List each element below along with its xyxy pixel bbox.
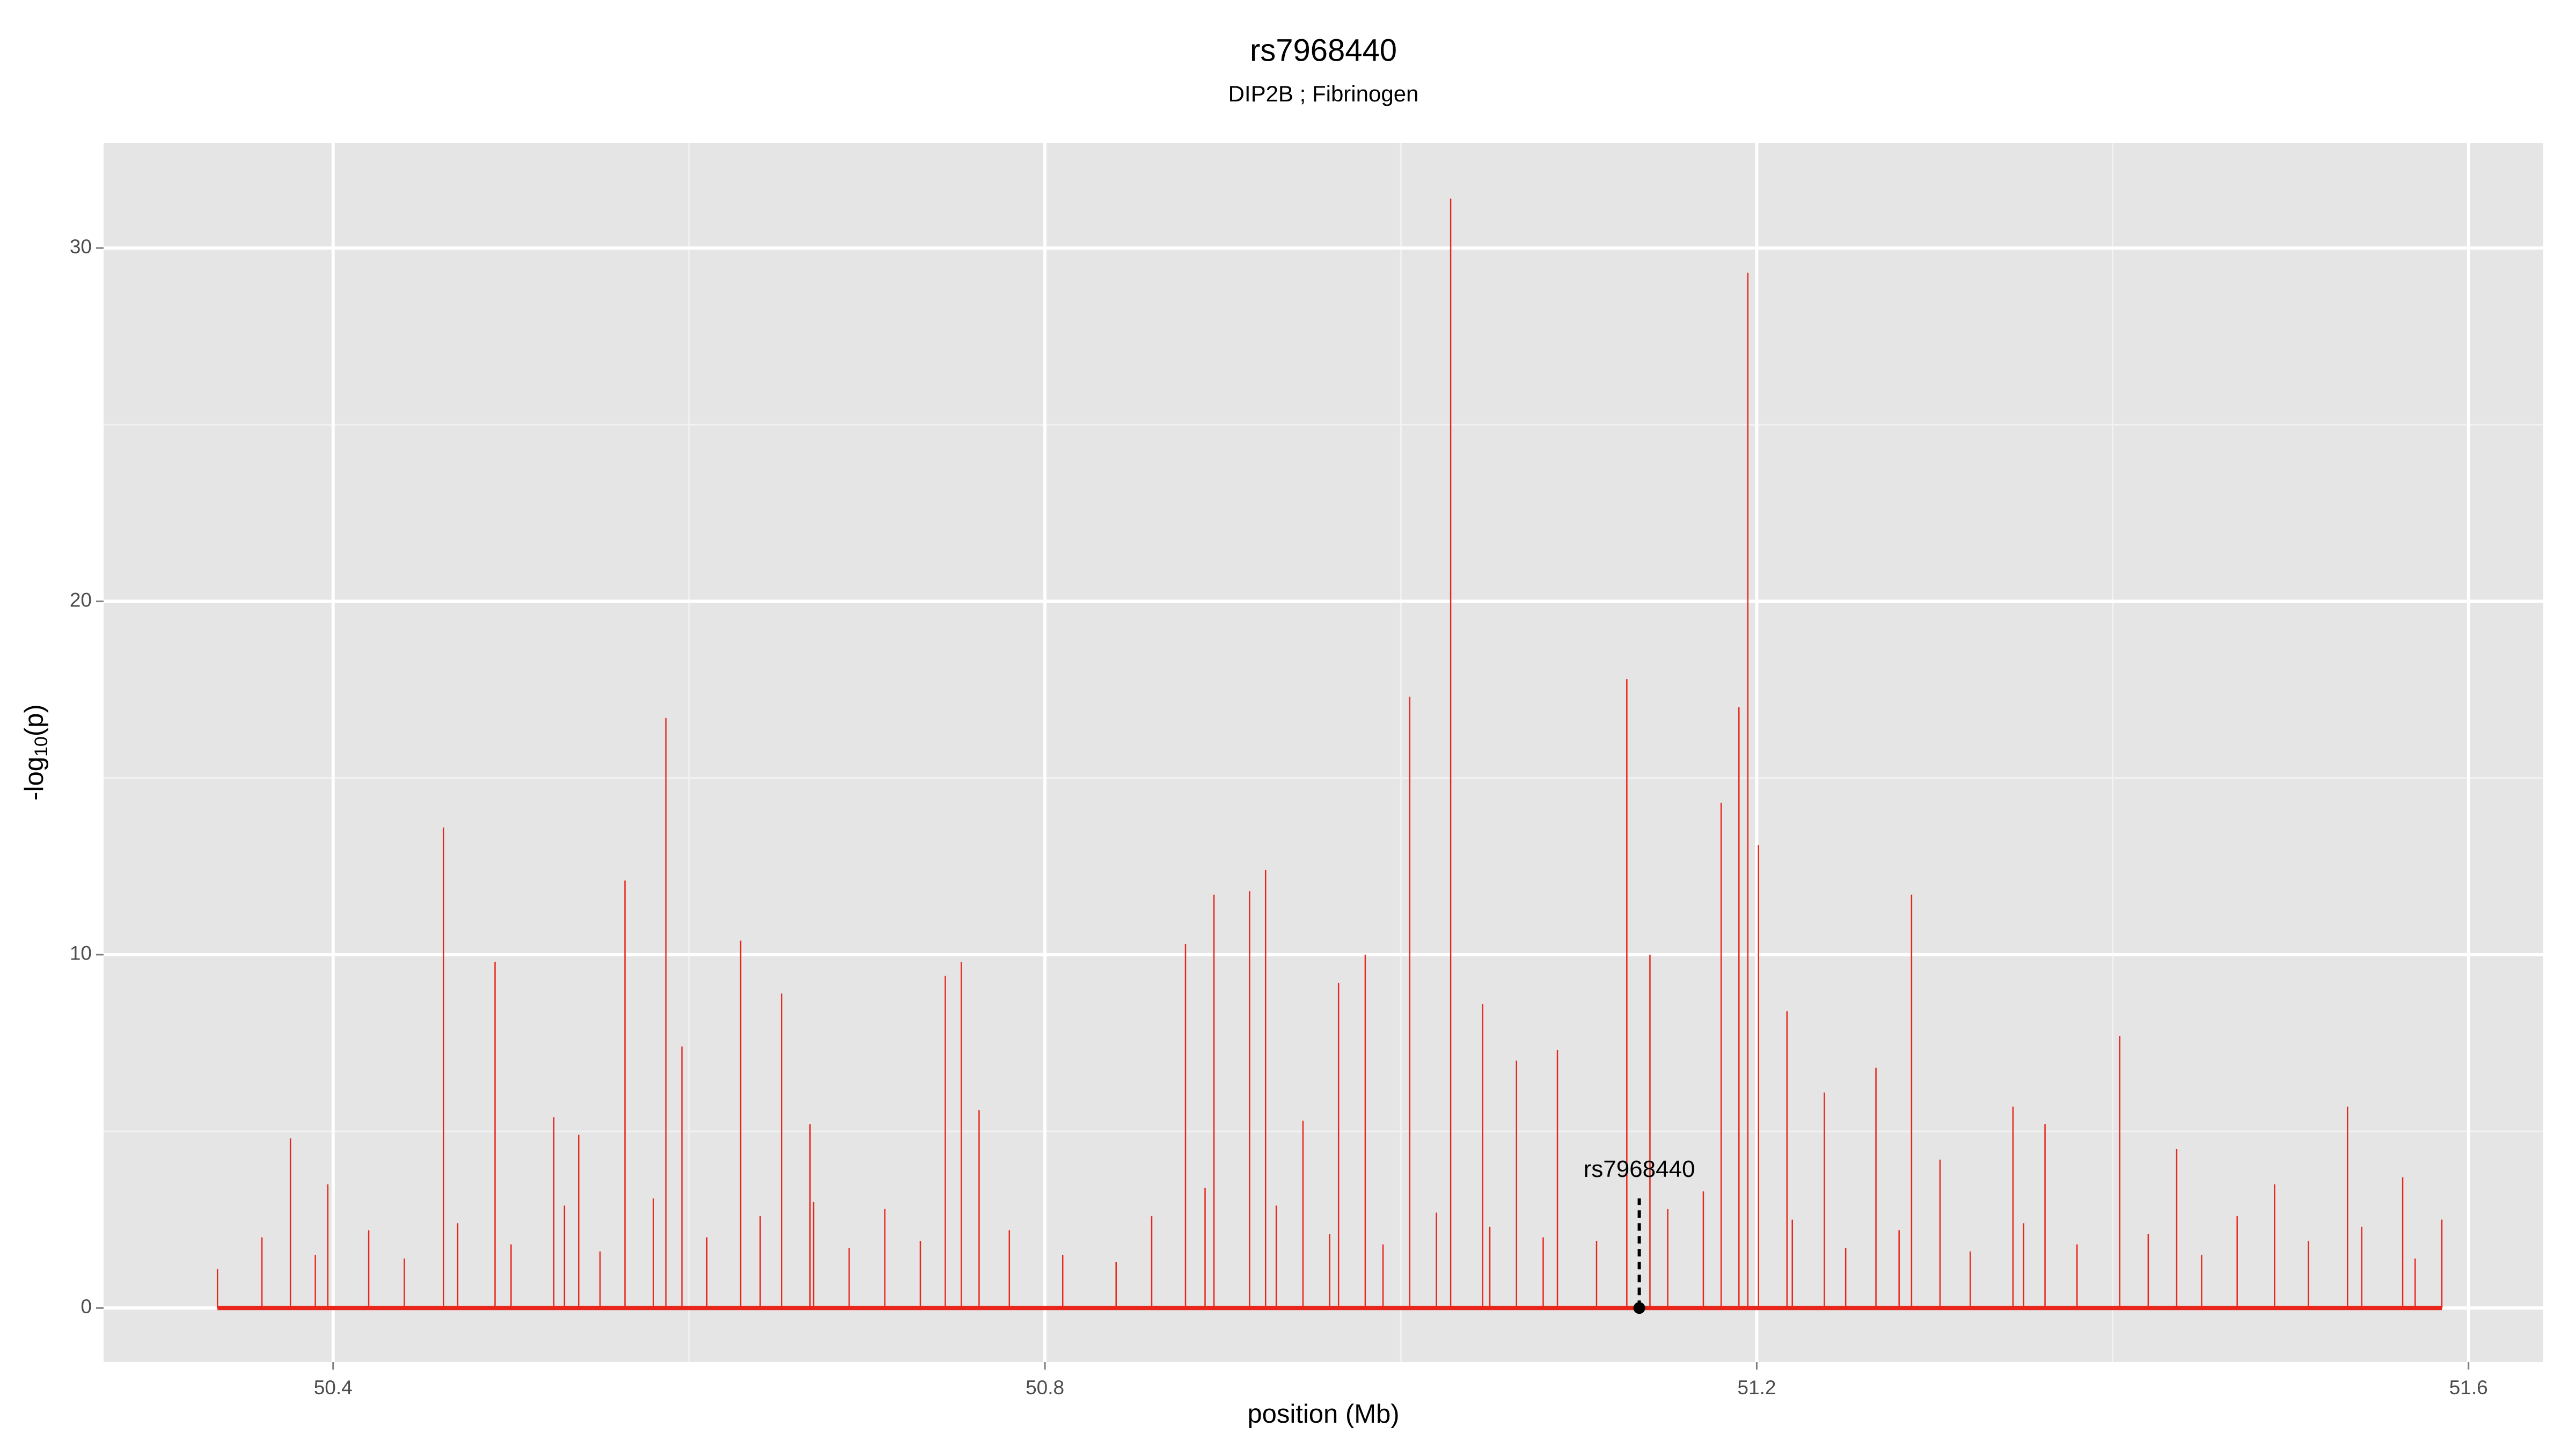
- plot-panel: [104, 143, 2543, 1362]
- y-tick-label: 20: [70, 589, 92, 611]
- marks: rs7968440: [216, 199, 2443, 1314]
- x-tick-label: 51.2: [1737, 1377, 1776, 1399]
- y-title-suffix: (p): [20, 704, 49, 736]
- annotation-point: [1633, 1302, 1645, 1314]
- y-tick-label: 0: [80, 1296, 92, 1318]
- x-tick-label: 50.8: [1026, 1377, 1064, 1399]
- x-axis-title: position (Mb): [1247, 1400, 1399, 1429]
- x-tick-label: 50.4: [314, 1377, 353, 1399]
- y-axis-title: -log10(p): [20, 704, 52, 800]
- y-tick-label: 30: [70, 236, 92, 258]
- x-tick-label: 51.6: [2449, 1377, 2488, 1399]
- chart-title: rs7968440: [1250, 33, 1397, 68]
- chart-subtitle: DIP2B ; Fibrinogen: [1228, 81, 1419, 106]
- annotation-label: rs7968440: [1584, 1156, 1695, 1182]
- y-title-sub: 10: [31, 736, 52, 757]
- y-tick-label: 10: [70, 942, 92, 964]
- y-title-prefix: -log: [20, 757, 49, 801]
